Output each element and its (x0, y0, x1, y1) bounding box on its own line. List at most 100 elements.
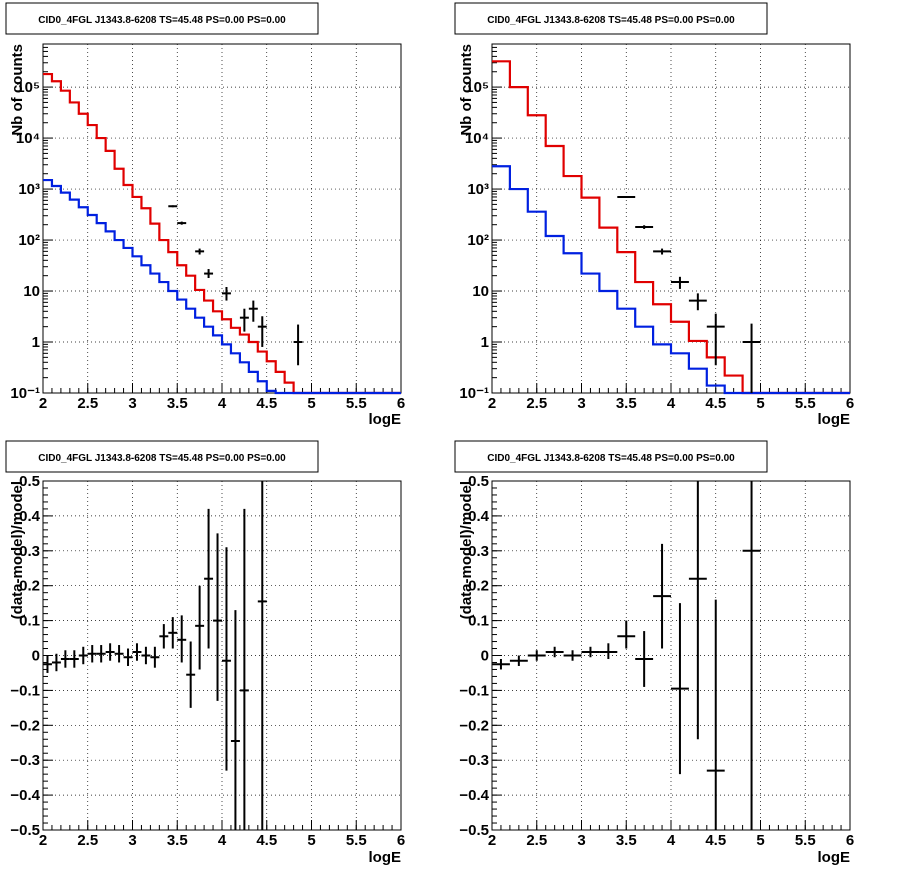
y-tick-label: −0.3 (10, 752, 40, 769)
y-tick-label: −0.5 (10, 822, 40, 839)
data-point (51, 653, 61, 672)
x-tick-label: 6 (397, 395, 405, 412)
panel-residuals-fine: CID0_4FGL J1343.8-6208 TS=45.48 PS=0.00 … (5, 440, 405, 866)
data-point (60, 650, 70, 668)
data-point (248, 300, 258, 322)
x-tick-labels: 2 2.5 3 3.5 4 4.5 5 5.5 6 (39, 395, 405, 412)
y-tick-labels: −0.5 −0.4 −0.3 −0.2 −0.1 0 0.1 0.2 0.3 0.4 0.5 (459, 473, 489, 839)
data-points (492, 481, 761, 830)
data-point (257, 481, 267, 830)
grid (491, 480, 851, 831)
data-point (635, 225, 654, 229)
data-point (617, 620, 636, 649)
chart-title: CID0_4FGL J1343.8-6208 TS=45.48 PS=0.00 … (487, 15, 735, 26)
x-tick-label: 4.5 (256, 832, 277, 849)
data-point (706, 313, 725, 366)
x-tick-label: 3 (577, 832, 585, 849)
y-tick-label: 10² (467, 232, 489, 249)
y-tick-label: 10⁵ (16, 79, 40, 96)
y-tick-label: 10⁴ (465, 130, 489, 147)
x-tick-label: 2 (39, 395, 47, 412)
data-point (742, 481, 761, 830)
y-tick-label: −0.3 (459, 752, 489, 769)
x-tick-label: 4 (667, 395, 676, 412)
data-point (168, 617, 178, 649)
data-point (742, 323, 761, 393)
data-point (141, 646, 151, 665)
y-tick-label: 0 (32, 648, 40, 665)
data-point (222, 547, 231, 771)
y-tick-label: 0.2 (19, 578, 40, 595)
data-point (492, 658, 510, 670)
x-tick-label: 5 (756, 832, 764, 849)
x-tick-label: 5.5 (795, 832, 816, 849)
panel-counts-coarse: CID0_4FGL J1343.8-6208 TS=45.48 PS=0.00 … (454, 2, 854, 428)
y-tick-label: −0.4 (459, 787, 489, 804)
x-tick-label: 4 (218, 395, 227, 412)
data-point (509, 655, 528, 666)
x-tick-label: 3.5 (616, 395, 637, 412)
panel-counts-fine: CID0_4FGL J1343.8-6208 TS=45.48 PS=0.00 … (5, 2, 405, 428)
x-tick-label: 2 (39, 832, 47, 849)
data-point (230, 610, 240, 830)
data-point (114, 645, 124, 663)
y-tick-label: 0.5 (19, 473, 40, 490)
x-axis-label: logE (818, 411, 851, 428)
y-tick-label: −0.5 (459, 822, 489, 839)
y-tick-label: 0.1 (468, 613, 489, 630)
data-point (653, 543, 671, 649)
x-tick-label: 5.5 (346, 395, 367, 412)
data-point (239, 308, 249, 332)
data-point (239, 508, 249, 830)
data-point (688, 293, 707, 311)
data-point (635, 631, 654, 687)
x-tick-label: 3.5 (167, 395, 188, 412)
y-tick-label: 0.1 (19, 613, 40, 630)
x-tick-label: 3 (128, 395, 136, 412)
x-axis-label: logE (369, 849, 402, 866)
data-points (168, 205, 303, 366)
grid (491, 44, 851, 394)
x-tick-label: 5 (307, 395, 315, 412)
data-point (69, 650, 79, 668)
data-point (43, 655, 52, 673)
title-box (454, 440, 768, 473)
data-point (177, 615, 187, 663)
y-tick-label: 0.4 (19, 508, 41, 525)
x-tick-label: 2.5 (526, 832, 547, 849)
data-point (186, 641, 196, 708)
y-tick-labels: −0.5 −0.4 −0.3 −0.2 −0.1 0 0.1 0.2 0.3 0.4 0.5 (10, 473, 40, 839)
data-point (545, 646, 564, 658)
y-tick-labels: 10⁻¹ 1 10 10² 10³ 10⁴ 10⁵ (10, 79, 40, 402)
title-box (5, 2, 319, 35)
y-tick-label: 0.2 (468, 578, 489, 595)
y-tick-labels: 10⁻¹ 1 10 10² 10³ 10⁴ 10⁵ (459, 79, 489, 402)
y-tick-label: 0.3 (19, 543, 40, 560)
title-box (454, 2, 768, 35)
y-tick-label: 0 (481, 648, 489, 665)
x-tick-label: 2.5 (77, 832, 98, 849)
x-tick-label: 3.5 (167, 832, 188, 849)
data-point (653, 248, 671, 255)
chart-title: CID0_4FGL J1343.8-6208 TS=45.48 PS=0.00 … (487, 453, 735, 464)
data-point (527, 650, 546, 661)
data-point (204, 269, 214, 279)
data-point (706, 599, 725, 830)
x-tick-label: 6 (846, 832, 854, 849)
x-tick-label: 4 (667, 832, 676, 849)
data-point (213, 533, 222, 701)
y-axis-label: Nb of counts (9, 44, 26, 136)
x-tick-label: 5.5 (795, 395, 816, 412)
x-tick-label: 2.5 (526, 395, 547, 412)
data-point (159, 624, 169, 649)
y-tick-label: −0.4 (10, 787, 40, 804)
x-tick-label: 6 (397, 832, 405, 849)
y-axis-label: (data-model)/model (9, 481, 26, 619)
data-point (195, 248, 205, 255)
x-tick-label: 4 (218, 832, 227, 849)
data-point (222, 286, 231, 301)
data-point (671, 276, 689, 289)
y-tick-label: 10⁻¹ (459, 385, 489, 402)
x-tick-label: 5.5 (346, 832, 367, 849)
data-point (78, 646, 88, 665)
